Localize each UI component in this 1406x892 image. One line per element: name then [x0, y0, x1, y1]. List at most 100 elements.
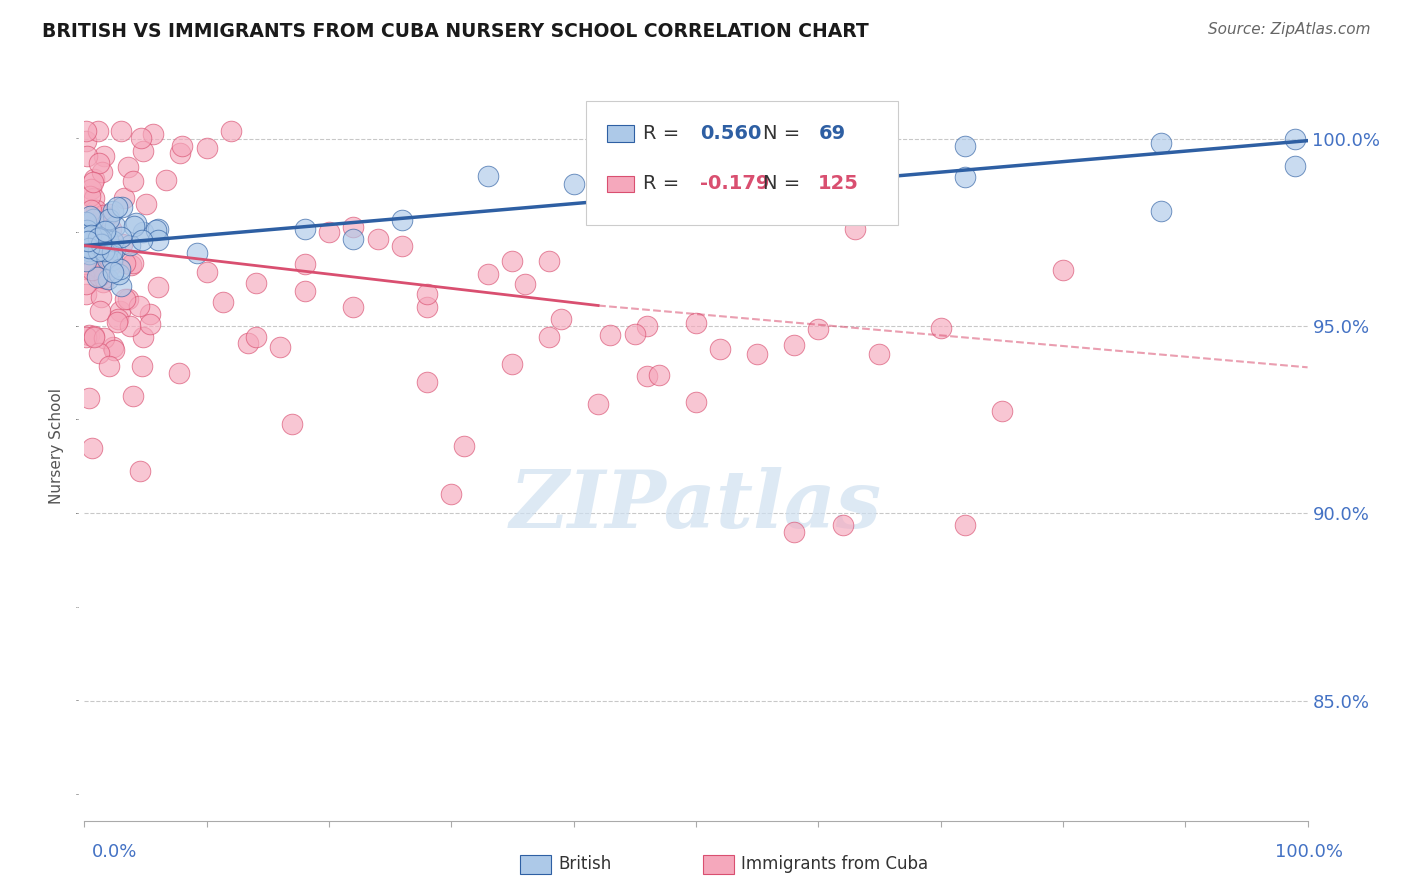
Text: -0.179: -0.179: [700, 174, 769, 194]
Point: [391, 238, 413, 252]
Point: [108, 267, 131, 281]
Point: [83, 191, 105, 205]
Point: [76, 149, 98, 163]
Point: [98, 207, 121, 221]
Point: [1150, 203, 1173, 218]
Point: [685, 316, 707, 330]
Point: [831, 517, 853, 532]
Point: [477, 267, 499, 281]
Point: [121, 256, 143, 270]
Point: [83, 172, 105, 186]
Point: [953, 169, 976, 184]
Point: [172, 138, 194, 153]
Point: [110, 230, 132, 244]
Point: [79, 327, 101, 342]
Point: [90, 164, 112, 178]
Point: [783, 338, 806, 352]
Point: [87, 231, 110, 245]
Point: [416, 286, 439, 301]
Point: [75, 277, 97, 292]
Point: [281, 417, 304, 431]
Point: [80, 182, 103, 196]
Point: [103, 343, 125, 358]
FancyBboxPatch shape: [606, 125, 634, 142]
Point: [117, 292, 139, 306]
Point: [132, 144, 155, 158]
Point: [93, 224, 115, 238]
Point: [75, 219, 97, 233]
Point: [294, 284, 316, 298]
Point: [87, 124, 110, 138]
Point: [82, 175, 104, 189]
Point: [342, 300, 364, 314]
Point: [87, 156, 110, 170]
Point: [83, 329, 105, 343]
Text: 100.0%: 100.0%: [1275, 843, 1343, 861]
Text: 0.560: 0.560: [700, 124, 761, 143]
Point: [87, 216, 110, 230]
Point: [76, 222, 98, 236]
Point: [121, 389, 143, 403]
Text: BRITISH VS IMMIGRANTS FROM CUBA NURSERY SCHOOL CORRELATION CHART: BRITISH VS IMMIGRANTS FROM CUBA NURSERY …: [42, 22, 869, 41]
Point: [125, 216, 148, 230]
Point: [146, 279, 169, 293]
Point: [342, 232, 364, 246]
Point: [77, 244, 100, 259]
Point: [129, 131, 152, 145]
Point: [75, 124, 97, 138]
Point: [145, 222, 167, 236]
Point: [110, 124, 132, 138]
Point: [87, 244, 110, 259]
Text: 125: 125: [818, 174, 859, 194]
Point: [84, 202, 107, 217]
Point: [97, 272, 120, 286]
Point: [131, 233, 153, 247]
Point: [155, 173, 177, 187]
Text: N =: N =: [763, 124, 807, 143]
Point: [90, 231, 112, 245]
Point: [82, 441, 104, 455]
Point: [112, 191, 135, 205]
Point: [807, 322, 830, 336]
Point: [169, 145, 191, 160]
Point: [101, 252, 124, 267]
Point: [79, 247, 101, 261]
Point: [91, 243, 114, 257]
Point: [245, 330, 267, 344]
Text: R =: R =: [644, 124, 686, 143]
Point: [211, 294, 233, 309]
Point: [502, 253, 524, 268]
Text: ZIPatlas: ZIPatlas: [510, 467, 882, 545]
Point: [91, 208, 114, 222]
Point: [1052, 263, 1074, 277]
Point: [80, 262, 103, 277]
Point: [118, 237, 141, 252]
Point: [90, 266, 112, 280]
Point: [391, 212, 413, 227]
Point: [709, 342, 731, 356]
Y-axis label: Nursery School: Nursery School: [49, 388, 65, 504]
Point: [93, 149, 115, 163]
Point: [79, 209, 101, 223]
Point: [648, 368, 671, 383]
Point: [111, 201, 134, 215]
Point: [89, 304, 111, 318]
Point: [636, 368, 658, 383]
Point: [101, 234, 124, 248]
Point: [550, 311, 572, 326]
Point: [87, 269, 110, 284]
Point: [122, 174, 145, 188]
Point: [146, 234, 169, 248]
Point: [97, 359, 120, 373]
Text: N =: N =: [763, 174, 807, 194]
Point: [513, 277, 536, 292]
Point: [79, 392, 101, 406]
Point: [97, 242, 120, 256]
Point: [929, 320, 952, 334]
Point: [131, 359, 153, 373]
Point: [195, 265, 218, 279]
Point: [100, 222, 122, 236]
Point: [135, 196, 157, 211]
Point: [111, 236, 134, 251]
Point: [139, 317, 162, 331]
